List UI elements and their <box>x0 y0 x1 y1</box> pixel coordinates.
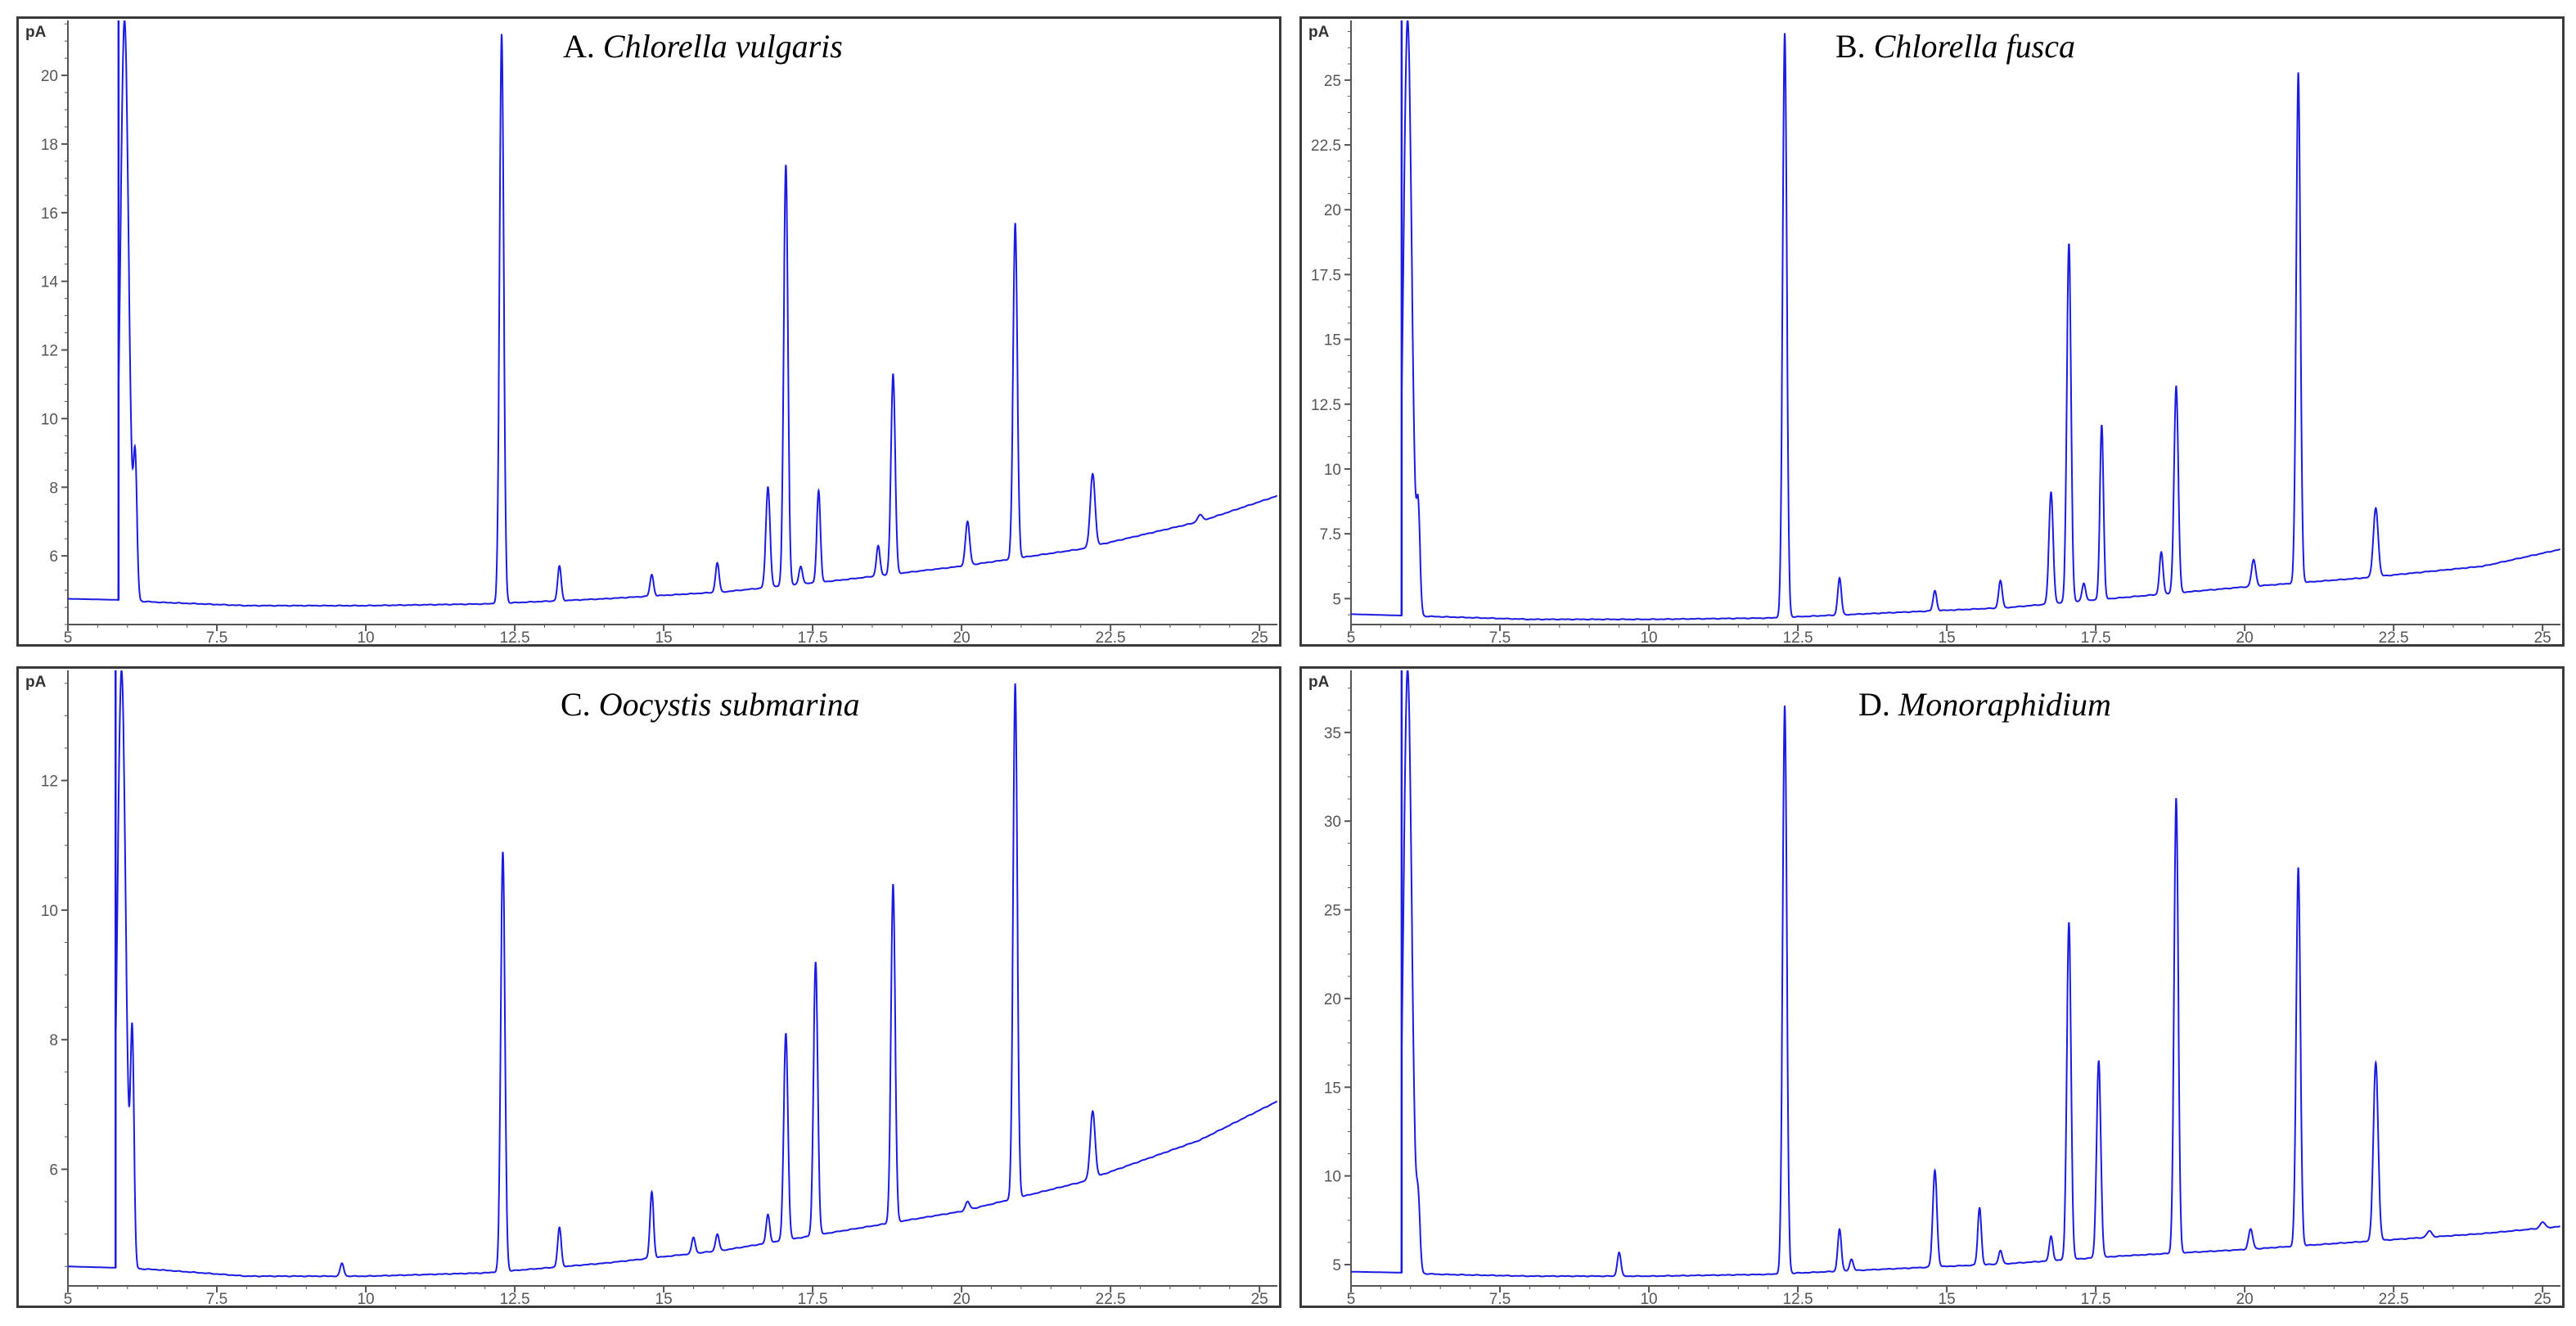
x-tick-label: 22.5 <box>2379 629 2409 644</box>
x-tick-label: 12.5 <box>1783 629 1813 644</box>
chromatogram-plot: pA 5 7.5 10 12.5 15 17.5 20 22.5 25 5 7.5 10 12.5 15 17… <box>1308 20 2560 644</box>
y-tick-label: 30 <box>1324 814 1341 831</box>
chromatogram-panel-a: A. Chlorella vulgaris pA 5 7.5 10 12.5 15 17.5… <box>16 16 1281 647</box>
y-tick-label: 20 <box>1324 202 1341 219</box>
y-axis-unit: pA <box>1308 674 1330 691</box>
y-tick-label: 15 <box>1324 1080 1341 1097</box>
x-tick-label: 25 <box>2534 1291 2551 1306</box>
x-tick-label: 17.5 <box>798 629 828 644</box>
chromatogram-trace <box>68 670 1277 1278</box>
chromatogram-trace <box>1351 670 2560 1278</box>
panel-caption: A. Chlorella vulgaris <box>563 27 843 65</box>
x-tick-label: 25 <box>2534 629 2551 644</box>
x-tick-label: 15 <box>1939 1291 1956 1306</box>
chromatogram-plot: pA 5 7.5 10 12.5 15 17.5 20 22.5 25 6 8 10 12 14 16 18 20 <box>25 20 1277 644</box>
y-tick-label: 17.5 <box>1311 267 1341 284</box>
y-tick-label: 10 <box>41 903 58 920</box>
x-tick-label: 5 <box>1347 1291 1356 1306</box>
y-tick-label: 35 <box>1324 725 1341 742</box>
plot-area: pA 5 7.5 10 12.5 15 17.5 20 22.5 25 6 8 10 12 14 16 18 20 <box>25 20 1277 644</box>
y-tick-label: 7.5 <box>1320 526 1341 543</box>
y-tick-label: 18 <box>41 137 58 154</box>
panel-label: D. <box>1858 686 1890 723</box>
x-tick-label: 17.5 <box>2081 1291 2111 1306</box>
x-tick-label: 10 <box>1640 1291 1657 1306</box>
x-tick-label: 5 <box>64 629 73 644</box>
x-tick-label: 7.5 <box>206 629 227 644</box>
panel-label: B. <box>1835 28 1866 65</box>
y-tick-label: 6 <box>49 548 58 566</box>
y-tick-label: 20 <box>1324 991 1341 1008</box>
x-tick-label: 20 <box>2236 629 2254 644</box>
y-tick-label: 15 <box>1324 332 1341 350</box>
y-tick-label: 22.5 <box>1311 138 1341 155</box>
y-tick-label: 12 <box>41 343 58 360</box>
panel-caption: B. Chlorella fusca <box>1835 27 2075 65</box>
panel-caption: D. Monoraphidium <box>1858 685 2111 724</box>
x-tick-label: 10 <box>1640 629 1657 644</box>
y-tick-label: 10 <box>41 411 58 428</box>
x-tick-label: 12.5 <box>500 629 530 644</box>
y-tick-label: 12.5 <box>1311 397 1341 414</box>
y-tick-label: 5 <box>1332 1257 1341 1274</box>
x-tick-label: 12.5 <box>1783 1291 1813 1306</box>
x-tick-label: 15 <box>655 1291 673 1306</box>
x-tick-label: 22.5 <box>2379 1291 2409 1306</box>
y-tick-label: 25 <box>1324 903 1341 920</box>
plot-area: pA 5 7.5 10 12.5 15 17.5 20 22.5 25 5 7.5 10 12.5 15 17… <box>1308 20 2560 644</box>
y-tick-label: 6 <box>49 1162 58 1179</box>
x-tick-label: 22.5 <box>1096 1291 1126 1306</box>
x-tick-label: 25 <box>1251 1291 1268 1306</box>
x-tick-label: 10 <box>357 1291 374 1306</box>
y-tick-label: 16 <box>41 205 58 223</box>
x-tick-label: 20 <box>953 1291 971 1306</box>
y-tick-label: 8 <box>49 1032 58 1049</box>
species-name: Chlorella vulgaris <box>602 28 843 65</box>
x-tick-label: 5 <box>64 1291 73 1306</box>
x-tick-label: 7.5 <box>1489 629 1511 644</box>
chromatogram-trace <box>68 20 1277 607</box>
x-tick-label: 7.5 <box>1489 1291 1511 1306</box>
x-tick-label: 20 <box>953 629 971 644</box>
panel-label: A. <box>563 28 595 65</box>
plot-area: pA 5 7.5 10 12.5 15 17.5 20 22.5 25 6 8 10 12 <box>25 670 1277 1306</box>
y-tick-label: 8 <box>49 480 58 497</box>
y-axis-unit: pA <box>25 674 47 691</box>
y-axis-unit: pA <box>1308 24 1330 41</box>
y-tick-label: 25 <box>1324 73 1341 90</box>
panel-label: C. <box>561 686 591 723</box>
x-tick-label: 20 <box>2236 1291 2254 1306</box>
chromatogram-plot: pA 5 7.5 10 12.5 15 17.5 20 22.5 25 5 10 15 20 25 30 35 <box>1308 670 2560 1306</box>
chromatogram-panel-c: C. Oocystis submarina pA 5 7.5 10 12.5 15 17.5… <box>16 666 1281 1308</box>
x-tick-label: 15 <box>655 629 673 644</box>
x-tick-label: 5 <box>1347 629 1356 644</box>
y-tick-label: 10 <box>1324 1169 1341 1186</box>
x-tick-label: 25 <box>1251 629 1268 644</box>
y-axis-unit: pA <box>25 24 47 41</box>
x-tick-label: 17.5 <box>2081 629 2111 644</box>
y-tick-label: 12 <box>41 774 58 791</box>
plot-area: pA 5 7.5 10 12.5 15 17.5 20 22.5 25 5 10 15 20 25 30 35 <box>1308 670 2560 1306</box>
x-tick-label: 10 <box>357 629 374 644</box>
y-tick-label: 20 <box>41 68 58 85</box>
x-tick-label: 22.5 <box>1096 629 1126 644</box>
x-tick-label: 17.5 <box>798 1291 828 1306</box>
chromatogram-plot: pA 5 7.5 10 12.5 15 17.5 20 22.5 25 6 8 10 12 <box>25 670 1277 1306</box>
chromatogram-trace <box>1351 20 2560 621</box>
chromatogram-panel-d: D. Monoraphidium pA 5 7.5 10 12.5 15 17.5 20 22.… <box>1299 666 2565 1308</box>
chromatogram-panel-b: B. Chlorella fusca pA 5 7.5 10 12.5 15 17.5 20 2… <box>1299 16 2565 647</box>
x-tick-label: 12.5 <box>500 1291 530 1306</box>
y-tick-label: 14 <box>41 274 59 291</box>
y-tick-label: 5 <box>1332 591 1341 608</box>
species-name: Oocystis submarina <box>598 686 860 723</box>
species-name: Monoraphidium <box>1898 686 2111 723</box>
y-tick-label: 10 <box>1324 462 1341 479</box>
species-name: Chlorella fusca <box>1873 28 2075 65</box>
x-tick-label: 7.5 <box>206 1291 227 1306</box>
x-tick-label: 15 <box>1939 629 1956 644</box>
panel-caption: C. Oocystis submarina <box>561 685 860 724</box>
